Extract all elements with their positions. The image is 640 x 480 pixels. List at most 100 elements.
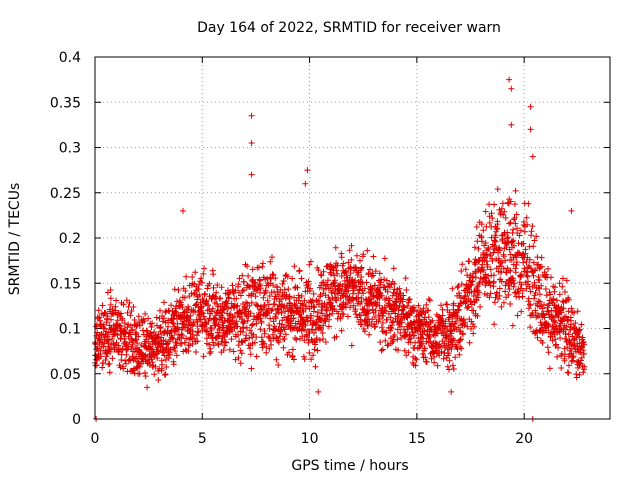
data-point [124, 324, 131, 331]
data-point [157, 307, 163, 314]
data-point [320, 268, 327, 275]
data-point [340, 311, 347, 318]
data-point [300, 308, 307, 315]
data-point [532, 329, 539, 336]
data-point [253, 287, 260, 294]
data-point [477, 303, 484, 310]
data-point [253, 320, 260, 327]
data-point [546, 365, 553, 372]
data-point [565, 369, 572, 376]
data-point [257, 326, 264, 333]
data-point [562, 289, 568, 295]
data-point [273, 334, 280, 341]
data-point [486, 279, 493, 286]
data-point [530, 243, 537, 250]
data-point [281, 336, 288, 342]
data-point [495, 255, 502, 262]
data-point [113, 297, 120, 304]
data-point [143, 327, 150, 334]
data-point [516, 232, 523, 239]
data-point [266, 325, 273, 332]
data-point [552, 319, 559, 326]
data-point [560, 305, 567, 312]
data-point [305, 281, 312, 288]
data-point [550, 295, 557, 302]
data-point [349, 276, 356, 283]
data-point [183, 335, 190, 342]
data-point [518, 308, 525, 315]
data-point [237, 347, 244, 354]
data-point [248, 140, 255, 146]
data-point [499, 259, 506, 266]
data-point [206, 341, 213, 348]
data-point [475, 245, 482, 252]
data-point [381, 276, 388, 283]
data-point [213, 289, 220, 296]
data-point [496, 244, 503, 251]
data-point [495, 246, 502, 252]
data-point [509, 322, 516, 329]
data-point [354, 252, 360, 259]
data-point [566, 362, 572, 369]
data-point [507, 198, 514, 205]
data-point [518, 271, 525, 278]
data-point [411, 344, 418, 351]
data-point [400, 303, 407, 310]
data-point [473, 224, 480, 230]
data-point [275, 306, 282, 313]
data-point [423, 301, 430, 308]
data-point [470, 307, 477, 314]
data-point [528, 228, 535, 235]
data-point [532, 289, 539, 296]
data-point [157, 337, 164, 344]
data-point [549, 313, 556, 320]
data-point [237, 292, 244, 299]
data-point [366, 331, 373, 338]
data-point [420, 335, 427, 342]
data-point [195, 328, 202, 335]
data-point [258, 334, 265, 341]
data-point [179, 304, 186, 311]
data-point [538, 282, 545, 289]
data-point [131, 355, 138, 362]
data-point [285, 286, 292, 293]
data-point [319, 330, 326, 336]
data-point [136, 363, 143, 370]
data-point [519, 293, 526, 300]
data-point [228, 324, 234, 330]
data-point [137, 322, 143, 329]
data-point [235, 332, 241, 338]
data-point [474, 313, 481, 319]
data-point [270, 282, 277, 289]
data-point [525, 295, 532, 302]
data-point [107, 301, 114, 308]
data-point [307, 285, 314, 292]
data-point [480, 227, 487, 234]
data-point [299, 323, 306, 330]
data-point [144, 328, 151, 335]
data-point [260, 294, 267, 301]
data-point [462, 292, 469, 299]
data-point [181, 294, 188, 301]
data-point [535, 298, 542, 305]
data-point [545, 349, 552, 356]
data-point [325, 294, 332, 301]
data-point [524, 221, 531, 228]
data-point [267, 258, 274, 265]
data-point [193, 301, 200, 307]
data-point [538, 254, 545, 261]
data-point [267, 275, 274, 282]
data-point [352, 264, 359, 271]
data-point [360, 290, 367, 297]
data-point [217, 295, 224, 302]
data-point [491, 201, 498, 208]
data-point [412, 355, 419, 362]
data-point [267, 315, 274, 322]
data-point [392, 299, 399, 306]
axis-ticks [94, 56, 610, 420]
data-point [296, 267, 303, 274]
data-point [485, 246, 492, 253]
data-point [456, 351, 463, 358]
data-point [233, 318, 240, 325]
data-point [459, 261, 466, 268]
